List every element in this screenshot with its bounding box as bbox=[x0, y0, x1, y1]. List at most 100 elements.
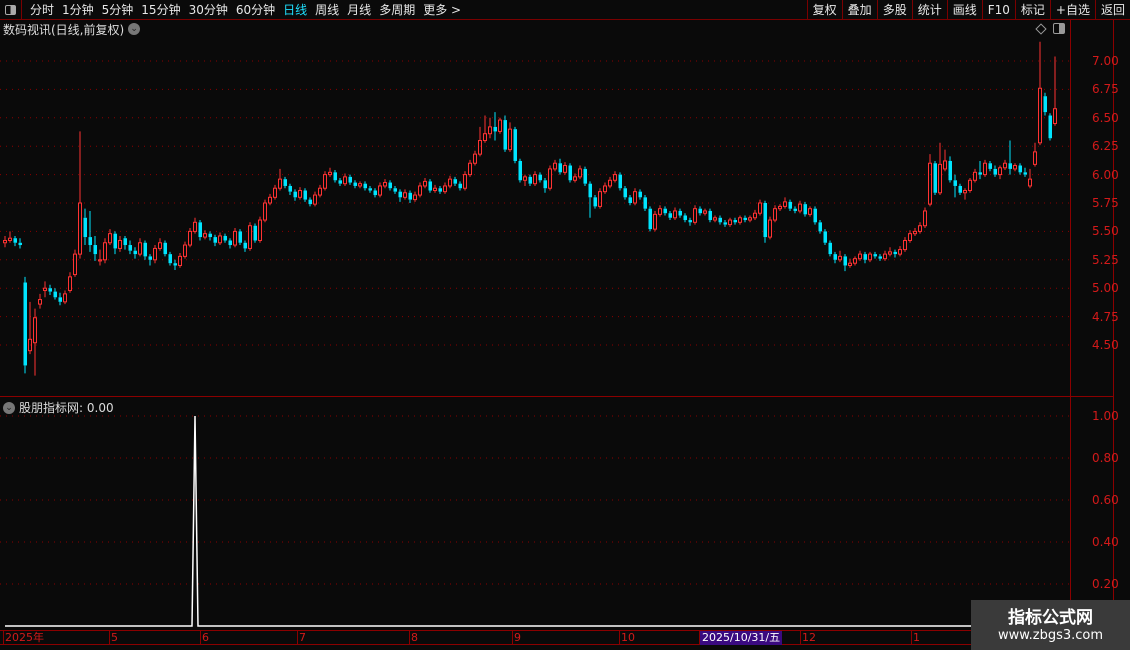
candle bbox=[803, 201, 807, 217]
toolbar: 分时 1分钟 5分钟 15分钟 30分钟 60分钟 日线 周线 月线 多周期 更多 > 复权 叠加 多股… bbox=[0, 0, 1130, 20]
x-tick-label: 10 bbox=[619, 631, 635, 645]
candle bbox=[838, 250, 842, 263]
candle bbox=[1023, 167, 1027, 177]
chevron-down-icon[interactable]: ⌄ bbox=[3, 401, 15, 414]
candle bbox=[798, 200, 802, 214]
period-tab[interactable]: 分时 bbox=[30, 3, 55, 17]
candle bbox=[958, 183, 962, 196]
candle bbox=[523, 174, 527, 186]
candle bbox=[693, 205, 697, 225]
x-tick-label: 12 bbox=[800, 631, 816, 645]
period-tab[interactable]: 1分钟 bbox=[62, 3, 94, 17]
period-tab[interactable]: 5分钟 bbox=[101, 3, 134, 17]
candle bbox=[83, 208, 87, 246]
candle bbox=[253, 223, 257, 243]
candle bbox=[608, 176, 612, 189]
candle bbox=[263, 199, 267, 223]
candle bbox=[128, 240, 132, 255]
candle bbox=[483, 115, 487, 143]
period-tab[interactable]: 多周期 bbox=[379, 3, 416, 17]
candle bbox=[453, 176, 457, 186]
y-tick-label: 5.50 bbox=[1092, 224, 1119, 239]
candle bbox=[303, 188, 307, 202]
toolbar-button[interactable]: 画线 bbox=[946, 0, 982, 20]
x-tick-label: 1 bbox=[911, 631, 920, 645]
watermark-title: 指标公式网 bbox=[1008, 608, 1093, 628]
candle bbox=[438, 185, 442, 194]
indicator-y-tick-label: 0.60 bbox=[1092, 493, 1119, 507]
side-panel-border bbox=[1113, 20, 1114, 630]
candle bbox=[983, 159, 987, 177]
candle bbox=[213, 234, 217, 247]
toolbar-button[interactable]: 多股 bbox=[876, 0, 912, 20]
toolbar-button[interactable]: 叠加 bbox=[841, 0, 877, 20]
candle bbox=[463, 171, 467, 191]
panel-toggle-icon[interactable] bbox=[1053, 23, 1065, 34]
y-tick-label: 6.50 bbox=[1092, 110, 1119, 125]
period-tab[interactable]: 30分钟 bbox=[188, 3, 228, 17]
candle bbox=[558, 158, 562, 175]
candle bbox=[388, 180, 392, 191]
toolbar-button[interactable]: 返回 bbox=[1094, 0, 1130, 20]
panel-toggle-button[interactable] bbox=[0, 0, 22, 20]
candle bbox=[833, 251, 837, 264]
candle bbox=[68, 272, 72, 293]
period-tab[interactable]: 60分钟 bbox=[235, 3, 276, 17]
candle bbox=[323, 171, 327, 191]
candle bbox=[488, 117, 492, 139]
candle bbox=[873, 251, 877, 259]
candle bbox=[508, 122, 512, 152]
candle bbox=[138, 238, 142, 257]
candle bbox=[1053, 56, 1057, 126]
toolbar-button[interactable]: F10 bbox=[981, 0, 1015, 20]
period-tab[interactable]: 更多 > bbox=[423, 3, 462, 17]
candle bbox=[653, 210, 657, 232]
candle bbox=[133, 247, 137, 259]
toolbar-button[interactable]: +自选 bbox=[1049, 0, 1095, 20]
candle bbox=[358, 181, 362, 189]
candle bbox=[148, 254, 152, 266]
period-tabs: 分时 1分钟 5分钟 15分钟 30分钟 60分钟 日线 周线 月线 多周期 更多 > bbox=[22, 1, 461, 18]
candle bbox=[468, 159, 472, 177]
y-axis-line bbox=[1070, 20, 1071, 630]
chart-title: 数码视讯(日线,前复权) bbox=[3, 22, 125, 37]
period-tab[interactable]: 周线 bbox=[315, 3, 340, 17]
candle bbox=[753, 209, 757, 221]
candle bbox=[1038, 41, 1042, 146]
x-tick-label: 6 bbox=[200, 631, 209, 645]
period-tab[interactable]: 日线 bbox=[283, 3, 308, 17]
candle bbox=[713, 215, 717, 223]
candle bbox=[823, 229, 827, 246]
candle bbox=[548, 165, 552, 191]
candle bbox=[738, 215, 742, 225]
candle bbox=[953, 174, 957, 198]
candle bbox=[678, 208, 682, 218]
candle bbox=[13, 235, 17, 247]
toolbar-button[interactable]: 复权 bbox=[806, 0, 842, 20]
candle bbox=[403, 189, 407, 200]
candle bbox=[1043, 92, 1047, 116]
candle bbox=[193, 217, 197, 234]
candle bbox=[223, 233, 227, 243]
candle bbox=[298, 187, 302, 200]
period-tab[interactable]: 月线 bbox=[347, 3, 372, 17]
candle bbox=[458, 181, 462, 191]
candle bbox=[98, 249, 102, 266]
chevron-down-icon[interactable]: ⌄ bbox=[128, 23, 141, 35]
candle bbox=[3, 235, 7, 248]
watermark: 指标公式网 www.zbgs3.com bbox=[971, 600, 1130, 650]
toolbar-button[interactable]: 标记 bbox=[1014, 0, 1050, 20]
candle bbox=[433, 184, 437, 193]
candle bbox=[383, 179, 387, 189]
candle bbox=[118, 235, 122, 252]
toolbar-button[interactable]: 统计 bbox=[911, 0, 947, 20]
period-tab[interactable]: 15分钟 bbox=[141, 3, 181, 17]
x-tick-label: 8 bbox=[409, 631, 418, 645]
candle bbox=[728, 217, 732, 227]
candle bbox=[883, 250, 887, 261]
candle bbox=[813, 206, 817, 225]
candle bbox=[918, 222, 922, 234]
candle bbox=[938, 142, 942, 196]
candle bbox=[423, 178, 427, 189]
candle bbox=[288, 183, 292, 196]
